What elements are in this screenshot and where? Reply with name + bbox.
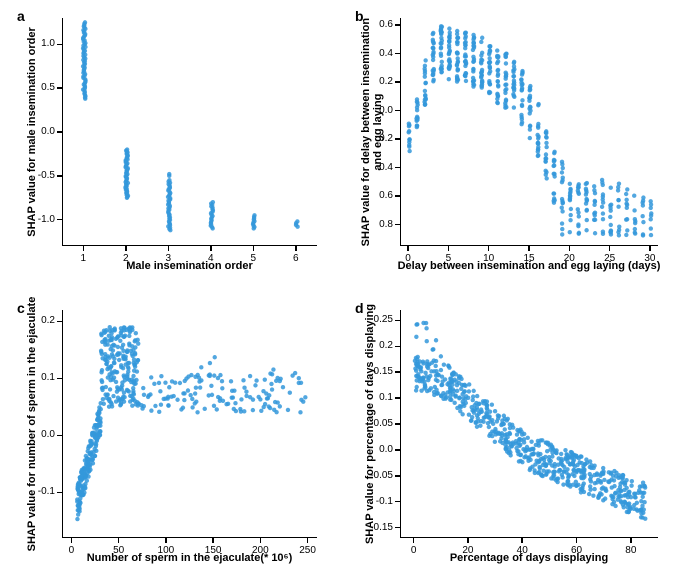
panel-d-points	[401, 310, 659, 538]
panel-b-plot	[400, 18, 658, 246]
xtick-label: 25	[595, 253, 625, 264]
panel-b-points	[401, 18, 659, 246]
ytick-label: 0.4	[365, 48, 393, 59]
ytick-label: 0.2	[365, 340, 393, 351]
ytick-label: -0.5	[27, 170, 55, 181]
ytick-label: -1.0	[27, 214, 55, 225]
xtick-label: 5	[238, 253, 268, 264]
panel-c-points	[63, 310, 318, 538]
xtick-label: 0	[56, 545, 86, 556]
xtick-label: 20	[554, 253, 584, 264]
ytick-label: 0.4	[365, 162, 393, 173]
xtick-label: 6	[281, 253, 311, 264]
xtick-label: 5	[433, 253, 463, 264]
panel-b: b SHAP value for delay between inseminat…	[400, 18, 658, 246]
ytick-label: 0.0	[27, 126, 55, 137]
ytick-label: 0.6	[365, 190, 393, 201]
xtick-label: 30	[635, 253, 665, 264]
panel-d-label: d	[355, 300, 364, 316]
xtick-label: 40	[507, 545, 537, 556]
xtick-label: 60	[562, 545, 592, 556]
ytick-label: -0.15	[365, 522, 393, 533]
xtick-label: 0	[393, 253, 423, 264]
panel-c-label: c	[17, 300, 25, 316]
xtick-label: 0	[399, 545, 429, 556]
ytick-label: 0.2	[27, 315, 55, 326]
ytick-label: 0.2	[365, 133, 393, 144]
xtick-label: 10	[474, 253, 504, 264]
ytick-label: 0.1	[365, 392, 393, 403]
panel-a-points	[63, 18, 318, 246]
xtick-label: 250	[293, 545, 323, 556]
ytick-label: 0.25	[365, 314, 393, 325]
ytick-label: 1.0	[27, 38, 55, 49]
xtick-label: 4	[196, 253, 226, 264]
ytick-label: -0.1	[365, 496, 393, 507]
panel-a: a SHAP value for male insemination order…	[62, 18, 317, 246]
ytick-label: 0.5	[27, 82, 55, 93]
ytick-label: 0.0	[365, 444, 393, 455]
panel-c-xlabel: Number of sperm in the ejaculate(* 10⁶)	[62, 552, 317, 564]
ytick-label: 0.0	[27, 429, 55, 440]
panel-a-xlabel: Male insemination order	[62, 260, 317, 272]
xtick-label: 80	[616, 545, 646, 556]
ytick-label: -0.05	[365, 470, 393, 481]
panel-d-plot	[400, 310, 658, 538]
panel-c: c SHAP value for number of sperm in the …	[62, 310, 317, 538]
xtick-label: 50	[104, 545, 134, 556]
ytick-label: 0.1	[27, 372, 55, 383]
ytick-label: -0.1	[27, 486, 55, 497]
ytick-label: 0.0	[365, 105, 393, 116]
ytick-label: 0.6	[365, 19, 393, 30]
panel-d: d SHAP value for percentage of days disp…	[400, 310, 658, 538]
xtick-label: 200	[245, 545, 275, 556]
panel-a-label: a	[17, 8, 25, 24]
panel-a-plot	[62, 18, 317, 246]
ytick-label: 0.8	[365, 219, 393, 230]
xtick-label: 1	[68, 253, 98, 264]
panel-c-plot	[62, 310, 317, 538]
ytick-label: 0.2	[365, 76, 393, 87]
xtick-label: 15	[514, 253, 544, 264]
xtick-label: 2	[111, 253, 141, 264]
xtick-label: 100	[151, 545, 181, 556]
ytick-label: 0.15	[365, 366, 393, 377]
xtick-label: 150	[198, 545, 228, 556]
xtick-label: 3	[153, 253, 183, 264]
ytick-label: 0.05	[365, 418, 393, 429]
xtick-label: 20	[453, 545, 483, 556]
